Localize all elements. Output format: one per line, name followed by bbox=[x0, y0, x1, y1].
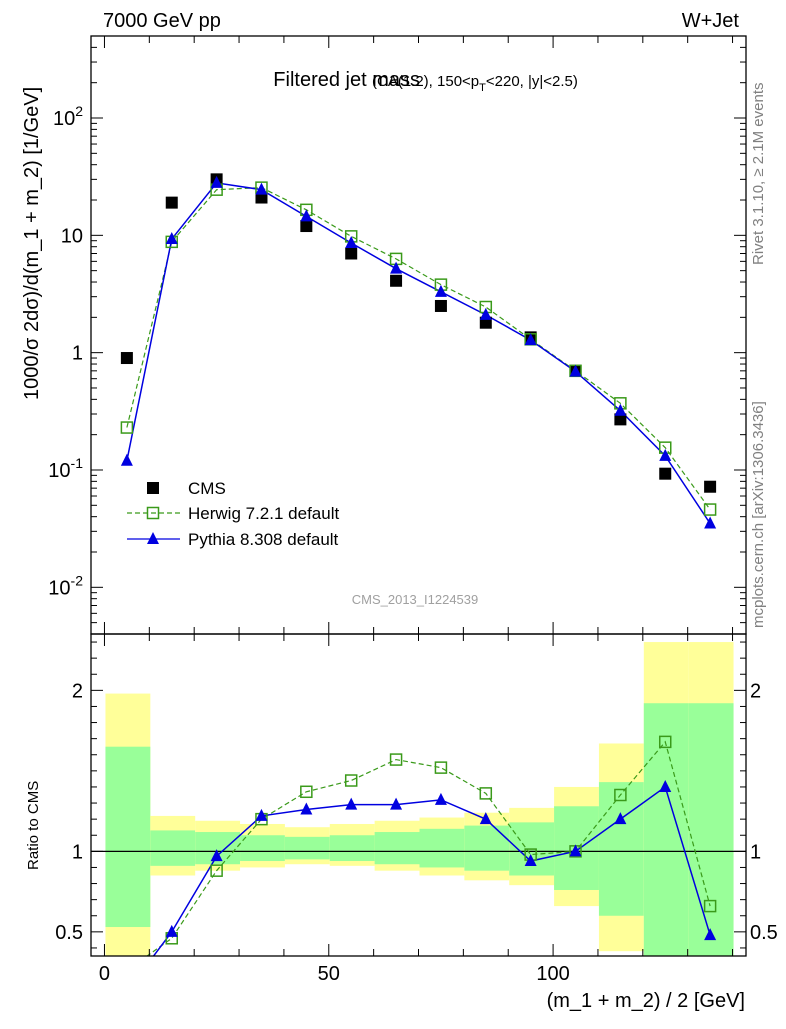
main-subtitle: (CA(1.2), 150<pT<220, |y|<2.5) bbox=[372, 73, 578, 94]
green-band-bin bbox=[150, 830, 196, 866]
herwig-ratio-line bbox=[146, 740, 711, 956]
pythia-point bbox=[165, 232, 178, 245]
main-title: Filtered jet mass bbox=[273, 69, 420, 91]
pythia-ratio-point bbox=[479, 812, 492, 825]
herwig-ratio-point bbox=[703, 899, 717, 913]
herwig-ratio-point bbox=[389, 753, 403, 766]
legend-marker bbox=[146, 506, 160, 520]
header-right: W+Jet bbox=[682, 10, 740, 32]
y-tick-label: 10-2 bbox=[48, 572, 83, 599]
pythia-point bbox=[120, 453, 133, 466]
pythia-ratio-point bbox=[614, 812, 627, 825]
green-band-bin bbox=[284, 836, 330, 860]
cms-data-point bbox=[300, 220, 313, 233]
herwig-point bbox=[703, 503, 717, 516]
pythia-point bbox=[300, 209, 313, 222]
pythia-point bbox=[255, 182, 268, 195]
y-tick-label: 10 bbox=[61, 225, 83, 247]
y-tick-label: 10-1 bbox=[48, 455, 83, 482]
pythia-ratio-point bbox=[524, 854, 537, 867]
pythia-ratio-point bbox=[255, 808, 268, 821]
herwig-ratio-point bbox=[344, 774, 358, 787]
pythia-point bbox=[659, 448, 672, 461]
green-band-bin bbox=[419, 828, 465, 868]
pythia-ratio-point bbox=[165, 924, 178, 937]
green-band-bin bbox=[329, 835, 375, 862]
x-tick-label: 50 bbox=[318, 963, 340, 985]
pythia-point bbox=[704, 516, 717, 529]
herwig-ratio-point bbox=[434, 761, 448, 774]
green-band-bin bbox=[105, 746, 151, 928]
ratio-y-tick-label-left: 0.5 bbox=[55, 922, 83, 944]
legend-marker bbox=[147, 532, 159, 544]
pythia-line bbox=[126, 182, 711, 524]
green-band-bin bbox=[598, 782, 644, 916]
cms-data-point bbox=[614, 413, 627, 426]
green-band-bin bbox=[240, 835, 285, 862]
green-band-bin bbox=[688, 703, 734, 956]
herwig-ratio-point bbox=[300, 785, 313, 799]
herwig-point bbox=[120, 421, 134, 434]
pythia-point bbox=[524, 333, 537, 346]
cms-data-point bbox=[434, 299, 447, 312]
ratio-y-tick-label-right: 2 bbox=[750, 680, 761, 702]
herwig-ratio-point bbox=[658, 735, 672, 749]
pythia-point bbox=[479, 307, 492, 320]
green-band-bin bbox=[643, 703, 689, 956]
analysis-watermark: CMS_2013_I1224539 bbox=[352, 592, 479, 607]
pythia-ratio-point bbox=[210, 849, 223, 862]
pythia-point bbox=[345, 236, 358, 249]
header-left: 7000 GeV pp bbox=[103, 10, 221, 32]
pythia-ratio-point bbox=[300, 802, 313, 815]
pythia-point bbox=[390, 261, 403, 274]
pythia-ratio-point bbox=[345, 797, 358, 810]
cms-data-point bbox=[345, 247, 358, 260]
cms-data-point bbox=[165, 196, 178, 209]
pythia-ratio-point bbox=[659, 779, 672, 792]
y-tick-label: 102 bbox=[53, 103, 83, 130]
green-band-bin bbox=[374, 832, 420, 865]
main-ylabel: 1000/σ 2dσ)/d(m_1 + m_2) [1/GeV] bbox=[21, 87, 43, 400]
legend-label: CMS bbox=[188, 479, 226, 498]
pythia-point bbox=[434, 284, 447, 297]
ratio-y-tick-label-left: 1 bbox=[72, 841, 83, 863]
rivet-label: Rivet 3.1.10, ≥ 2.1M events bbox=[750, 83, 767, 266]
x-tick-label: 100 bbox=[536, 963, 569, 985]
herwig-ratio-point bbox=[479, 787, 493, 800]
green-band-bin bbox=[464, 825, 510, 871]
cms-data-point bbox=[704, 480, 717, 493]
cms-data-point bbox=[120, 352, 133, 365]
pythia-ratio-point bbox=[390, 797, 403, 810]
pythia-ratio-point bbox=[121, 984, 133, 996]
herwig-ratio-point bbox=[614, 788, 627, 802]
cms-data-point bbox=[255, 191, 268, 204]
ratio-ylabel: Ratio to CMS bbox=[25, 781, 42, 870]
x-axis-label: (m_1 + m_2) / 2 [GeV] bbox=[547, 990, 745, 1012]
cms-data-point bbox=[659, 467, 672, 480]
pythia-point bbox=[210, 175, 223, 188]
cms-data-point bbox=[390, 274, 403, 287]
mcplots-label: mcplots.cern.ch [arXiv:1306.3436] bbox=[750, 401, 767, 628]
pythia-point bbox=[569, 364, 582, 377]
y-tick-label: 1 bbox=[72, 343, 83, 365]
ratio-y-tick-label-right: 0.5 bbox=[750, 922, 778, 944]
pythia-ratio-line bbox=[152, 785, 711, 956]
herwig-ratio-point bbox=[210, 864, 223, 877]
pythia-ratio-point bbox=[569, 844, 582, 857]
legend-label: Pythia 8.308 default bbox=[188, 530, 339, 549]
legend-marker bbox=[147, 482, 159, 494]
ratio-y-tick-label-left: 2 bbox=[72, 680, 83, 702]
pythia-point bbox=[614, 403, 627, 416]
pythia-ratio-point bbox=[704, 928, 717, 941]
ratio-y-tick-label-right: 1 bbox=[750, 841, 761, 863]
pythia-ratio-point bbox=[434, 792, 447, 805]
legend-label: Herwig 7.2.1 default bbox=[188, 504, 339, 523]
herwig-line bbox=[126, 187, 711, 510]
herwig-ratio-point bbox=[121, 965, 132, 976]
x-tick-label: 0 bbox=[99, 963, 110, 985]
